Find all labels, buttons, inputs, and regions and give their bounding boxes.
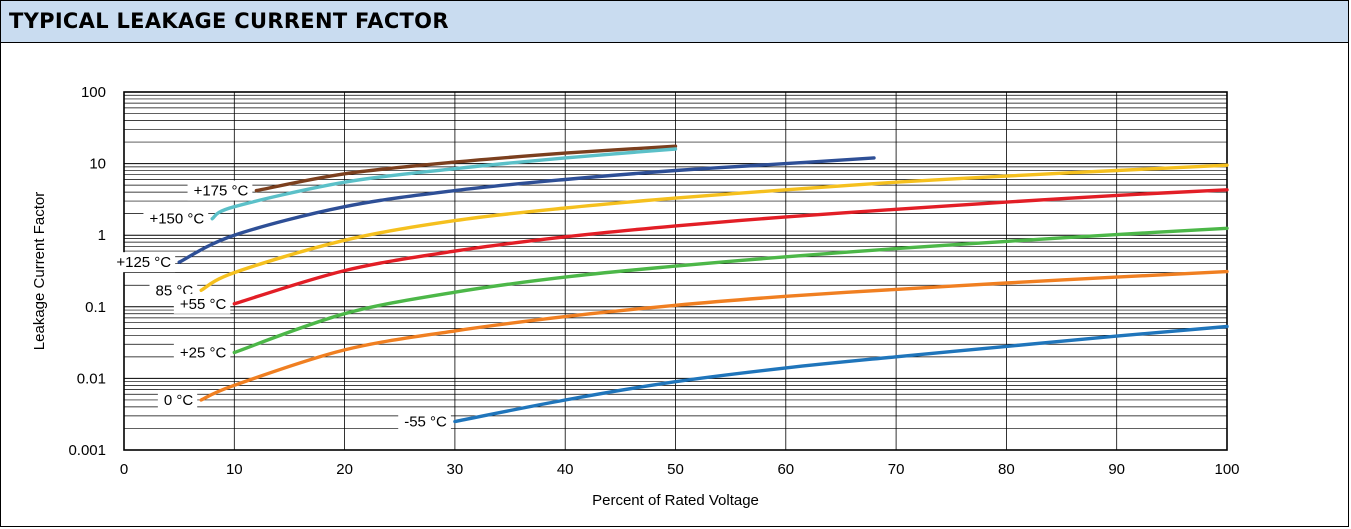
x-tick-label: 0 (120, 461, 128, 478)
series-label-bg (143, 208, 209, 229)
header-bar: TYPICAL LEAKAGE CURRENT FACTOR (1, 1, 1348, 43)
series-label-group: +125 °C (110, 252, 176, 273)
y-tick-label: 0.001 (68, 442, 106, 459)
x-tick-label: 20 (336, 461, 353, 478)
x-tick-label: 50 (667, 461, 684, 478)
series-label-bg (187, 180, 253, 201)
x-axis-title: Percent of Rated Voltage (592, 492, 759, 509)
series-label-group: +175 °C (187, 180, 253, 201)
tick-labels: 0 10 20 30 40 50 60 70 80 90 100 0.001 0.01 0.1 1 10 100 (68, 84, 1239, 478)
y-tick-label: 10 (89, 156, 106, 173)
y-tick-label: 100 (81, 84, 106, 101)
series-label-group: 0 °C (157, 389, 198, 410)
y-tick-label: 0.01 (77, 370, 106, 387)
x-tick-label: 80 (998, 461, 1015, 478)
series-line (232, 188, 1229, 306)
series-label: +175 °C (194, 183, 249, 200)
series-label: +125 °C (116, 254, 171, 271)
chart-title: TYPICAL LEAKAGE CURRENT FACTOR (9, 9, 449, 33)
x-tick-label: 100 (1214, 461, 1239, 478)
x-tick-label: 60 (777, 461, 794, 478)
series-line (199, 163, 1229, 292)
series-label-bg (173, 342, 231, 363)
series-line (210, 147, 678, 221)
x-tick-label: 90 (1108, 461, 1125, 478)
series-label: +25 °C (180, 345, 227, 362)
series-label-bg (110, 252, 176, 273)
series-line (199, 269, 1229, 402)
series-lines (177, 144, 1229, 424)
series-label-group: -55 °C (398, 411, 451, 432)
series-label-group: +55 °C (173, 293, 231, 314)
x-tick-label: 10 (226, 461, 243, 478)
series-line (177, 156, 876, 264)
x-tick-label: 70 (888, 461, 905, 478)
series-label-bg (398, 411, 451, 432)
y-axis-title: Leakage Current Factor (31, 192, 48, 350)
series-label-group: +150 °C (143, 208, 209, 229)
series-label: +55 °C (180, 296, 227, 313)
series-label: -55 °C (404, 414, 447, 431)
series-line (453, 324, 1229, 424)
series-label: 0 °C (164, 392, 194, 409)
series-line (254, 144, 678, 193)
x-tick-label: 30 (447, 461, 464, 478)
x-tick-label: 40 (557, 461, 574, 478)
series-label-bg (173, 293, 231, 314)
series-labels: +175 °C+150 °C+125 °C85 °C+55 °C+25 °C0 … (110, 180, 451, 432)
y-tick-label: 0.1 (85, 299, 106, 316)
series-line (232, 226, 1229, 355)
series-label-group: +25 °C (173, 342, 231, 363)
y-tick-label: 1 (98, 227, 106, 244)
series-label-bg (157, 389, 198, 410)
series-label: +150 °C (149, 211, 204, 228)
